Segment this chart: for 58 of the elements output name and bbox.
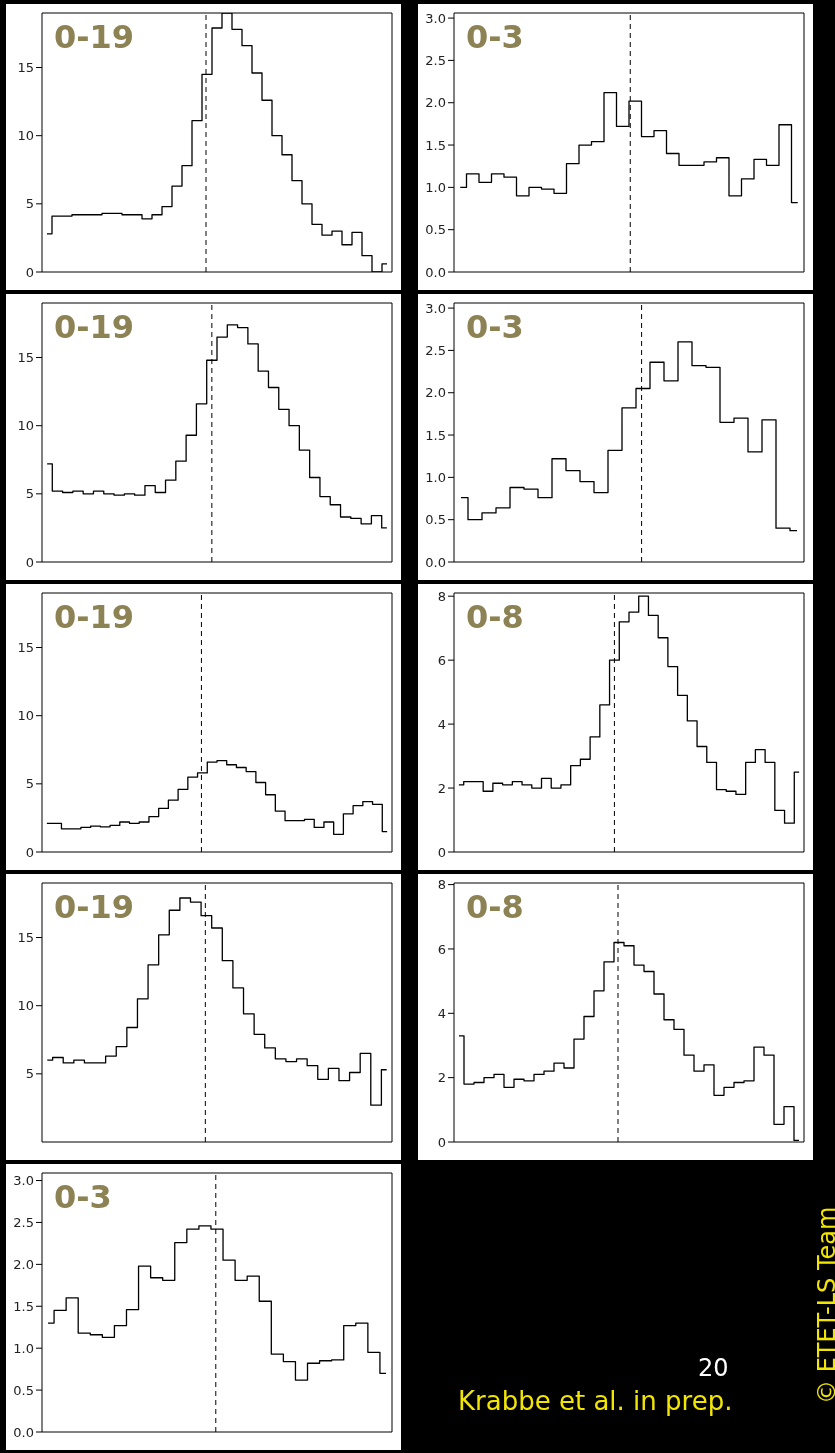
y-tick-label: 2 [437,780,446,796]
y-tick-label: 1.0 [425,469,446,485]
chart-title: 0-19 [54,18,135,56]
chart-title: 0-19 [54,888,135,926]
y-tick-label: 0 [437,1134,446,1150]
y-tick-label: 2.0 [425,385,446,401]
y-tick-label: 5 [25,196,34,212]
y-tick-label: 0.5 [425,222,446,238]
y-tick-label: 1.0 [425,179,446,195]
y-tick-label: 10 [17,998,34,1014]
y-tick-label: 15 [17,640,34,656]
chart-title: 0-3 [54,1178,112,1216]
y-tick-label: 2.5 [13,1215,34,1231]
y-tick-label: 0.0 [13,1424,34,1440]
y-tick-label: 0 [437,844,446,860]
text: Krabbe et al. in prep. [458,1386,733,1416]
y-tick-label: 10 [17,418,34,434]
y-tick-label: 0 [25,554,34,570]
y-tick-label: 0.5 [13,1382,34,1398]
y-tick-label: 1.5 [425,137,446,153]
chart-title: 0-19 [54,598,135,636]
y-tick-label: 2.5 [425,53,446,69]
y-tick-label: 2.5 [425,343,446,359]
y-tick-label: 0 [25,264,34,280]
y-tick-label: 2 [437,1070,446,1086]
y-tick-label: 1.0 [13,1340,34,1356]
chart-title: 0-8 [466,888,524,926]
y-tick-label: 10 [17,128,34,144]
y-tick-label: 3.0 [425,10,446,26]
y-tick-label: 2.0 [425,95,446,111]
y-tick-label: 6 [437,941,446,957]
y-tick-label: 15 [17,350,34,366]
y-tick-label: 5 [25,776,34,792]
y-tick-label: 1.5 [13,1298,34,1314]
chart-title: 0-3 [466,18,524,56]
y-tick-label: 0.0 [425,264,446,280]
chart-title: 0-19 [54,308,135,346]
y-tick-label: 6 [437,652,446,668]
y-tick-label: 4 [437,1005,446,1021]
y-tick-label: 5 [25,1066,34,1082]
y-tick-label: 15 [17,930,34,946]
text: © ETET-LS Team [813,1205,835,1404]
y-tick-label: 1.5 [425,427,446,443]
y-tick-label: 4 [437,716,446,732]
y-tick-label: 8 [437,877,446,893]
y-tick-label: 10 [17,708,34,724]
y-tick-label: 15 [17,60,34,76]
y-tick-label: 8 [437,588,446,604]
y-tick-label: 5 [25,486,34,502]
y-tick-label: 3.0 [13,1173,34,1189]
text: 20 [698,1354,729,1382]
y-tick-label: 0 [25,844,34,860]
y-tick-label: 0.5 [425,512,446,528]
y-tick-label: 0.0 [425,554,446,570]
chart-title: 0-8 [466,598,524,636]
y-tick-label: 3.0 [425,300,446,316]
y-tick-label: 2.0 [13,1256,34,1272]
chart-title: 0-3 [466,308,524,346]
